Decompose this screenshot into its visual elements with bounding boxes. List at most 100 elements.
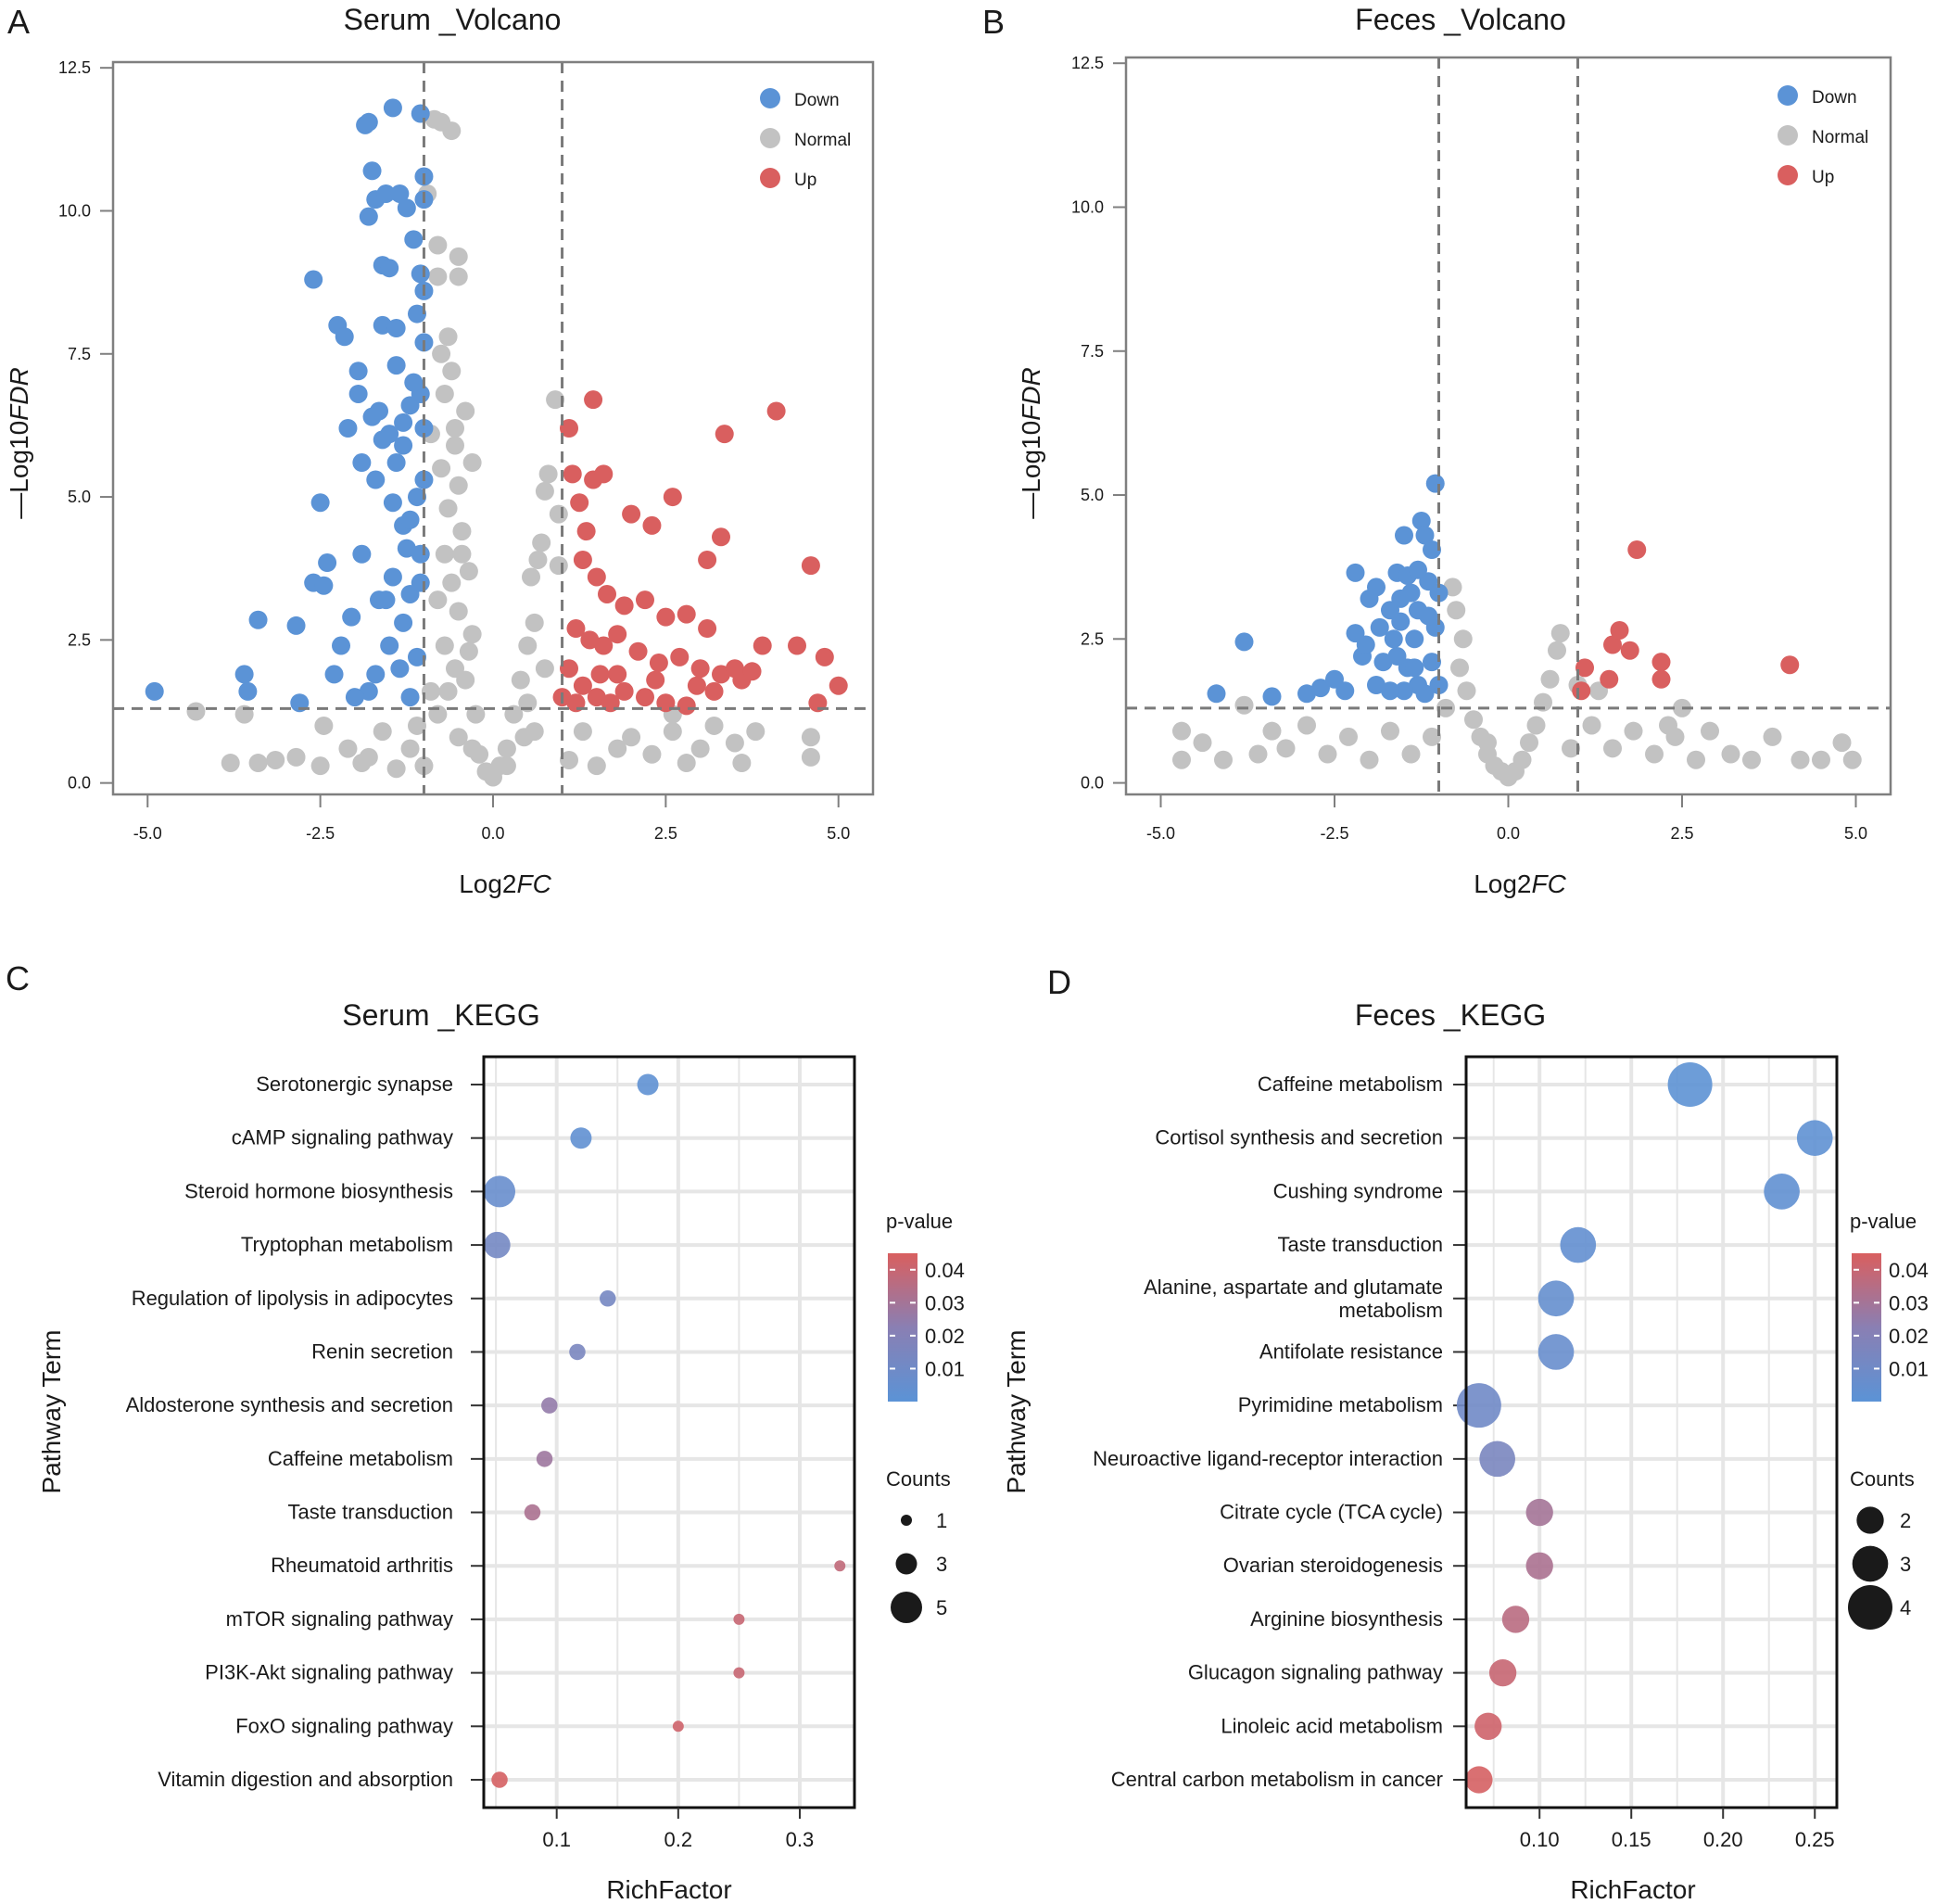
kegg-serum-frame — [482, 1055, 856, 1809]
volcano-serum-point-normal — [462, 625, 482, 644]
kegg-serum-counts-legend-marker — [895, 1553, 917, 1575]
volcano-serum-point-normal — [535, 481, 554, 501]
volcano-serum-point-up — [690, 659, 710, 679]
volcano-serum-point-down — [386, 318, 406, 337]
volcano-serum-point-normal — [732, 754, 752, 773]
volcano-serum-ytick-label: 0.0 — [68, 774, 91, 793]
volcano-serum-point-up — [815, 647, 834, 666]
kegg-feces-pathway-label: Glucagon signaling pathway — [1188, 1661, 1443, 1684]
volcano-serum-point-normal — [449, 602, 468, 621]
volcano-serum-point-down — [411, 104, 430, 123]
kegg-feces-pathway-label-line: Alanine, aspartate and glutamate — [1144, 1276, 1443, 1299]
volcano-serum-point-up — [670, 647, 690, 666]
volcano-serum-point-down — [411, 573, 430, 592]
volcano-serum-point-down — [390, 184, 410, 203]
volcano-serum-point-normal — [497, 739, 516, 758]
volcano-serum-point-normal — [456, 670, 475, 690]
volcano-serum-point-normal — [449, 267, 468, 286]
volcano-serum-point-normal — [432, 459, 451, 478]
volcano-feces-point-up — [1610, 620, 1629, 640]
volcano-serum-point-normal — [449, 247, 468, 266]
volcano-feces-point-up — [1575, 658, 1594, 678]
volcano-serum-point-normal — [573, 722, 592, 742]
volcano-serum-point-up — [628, 641, 648, 661]
kegg-feces-pathway-label: Taste transduction — [1277, 1233, 1443, 1256]
volcano-serum-point-normal — [408, 716, 426, 735]
volcano-feces-point-up — [1572, 681, 1591, 701]
kegg-feces-pathway-label: Arginine biosynthesis — [1250, 1607, 1443, 1631]
kegg-serum-xtick-label: 0.2 — [664, 1828, 693, 1851]
volcano-serum-point-down — [394, 436, 413, 455]
kegg-feces-bubble — [1537, 1334, 1575, 1370]
volcano-serum-point-normal — [511, 670, 530, 690]
volcano-serum-point-normal — [522, 567, 540, 587]
kegg-serum-counts-legend-title: Counts — [886, 1467, 951, 1491]
kegg-serum-counts-legend-marker — [891, 1592, 922, 1623]
volcano-feces-point-down — [1405, 629, 1424, 649]
volcano-serum-point-down — [304, 270, 323, 289]
kegg-feces-pathway-label-line: Neuroactive ligand-receptor interaction — [1093, 1447, 1443, 1470]
volcano-feces-point-down — [1395, 681, 1413, 701]
volcano-serum-point-up — [570, 493, 589, 513]
volcano-serum-point-normal — [428, 590, 448, 610]
kegg-serum-panel: Serum _KEGG Serotonergic synapse cAMP sig… — [37, 998, 965, 1904]
volcano-serum-point-normal — [432, 344, 451, 363]
kegg-feces-pvalue-tick-label: 0.03 — [1889, 1291, 1929, 1314]
volcano-serum-point-normal — [528, 550, 548, 569]
volcano-feces-point-down — [1429, 583, 1449, 603]
volcano-feces-point-normal — [1248, 744, 1268, 764]
panel-letter-b: B — [982, 3, 1005, 41]
volcano-feces-point-down — [1415, 684, 1435, 704]
volcano-feces-point-normal — [1453, 629, 1473, 649]
kegg-feces-xtick-label: 0.15 — [1612, 1828, 1651, 1851]
volcano-serum-point-normal — [801, 747, 820, 767]
kegg-serum-pvalue-legend-title: p-value — [886, 1210, 953, 1233]
volcano-serum-point-up — [656, 607, 676, 627]
volcano-serum-point-normal — [677, 754, 696, 773]
volcano-serum-point-normal — [266, 750, 285, 769]
volcano-serum-point-down — [376, 590, 396, 610]
volcano-serum-point-down — [348, 362, 368, 381]
volcano-feces-point-normal — [1540, 669, 1560, 689]
volcano-feces-point-normal — [1520, 733, 1538, 753]
volcano-serum-plot: -5.0 -2.5 0.0 2.5 5.0 0.0 2.5 5.0 7.5 10.0 12.5 Dow… — [58, 58, 875, 843]
volcano-serum-point-down — [400, 510, 420, 529]
volcano-serum-legend-label-down: Down — [794, 91, 840, 110]
volcano-serum-point-up — [608, 625, 627, 644]
volcano-serum-point-normal — [497, 756, 516, 776]
volcano-serum-point-up — [829, 676, 848, 695]
volcano-serum-point-normal — [459, 641, 478, 661]
volcano-serum-point-up — [788, 636, 806, 655]
volcano-serum-point-normal — [525, 613, 544, 632]
kegg-feces-pathway-label: Alanine, aspartate and glutamate metaboli… — [1144, 1276, 1443, 1322]
kegg-feces-bubble — [1537, 1280, 1575, 1317]
volcano-serum-point-down — [352, 453, 372, 473]
volcano-feces-point-down — [1423, 540, 1441, 560]
volcano-serum-point-down — [390, 659, 410, 679]
kegg-feces-bubble — [1465, 1766, 1493, 1794]
kegg-feces-pvalue-tick-label: 0.04 — [1889, 1259, 1929, 1282]
volcano-serum-point-down — [414, 419, 434, 438]
volcano-serum-point-down — [324, 665, 344, 684]
kegg-feces-bubble — [1456, 1383, 1501, 1428]
volcano-serum-point-down — [352, 544, 372, 564]
volcano-serum-point-up — [587, 567, 606, 587]
kegg-feces-pathway-label-line: Cushing syndrome — [1273, 1179, 1443, 1202]
volcano-serum-point-normal — [704, 716, 724, 735]
volcano-serum-point-normal — [435, 636, 454, 655]
kegg-serum-pathway-label: Rheumatoid arthritis — [271, 1554, 453, 1577]
volcano-feces-point-up — [1651, 653, 1671, 672]
kegg-feces-pathway-label-line: Antifolate resistance — [1259, 1339, 1443, 1363]
volcano-feces-point-down — [1367, 578, 1386, 597]
kegg-feces-pathway-label-line: Cortisol synthesis and secretion — [1155, 1126, 1443, 1149]
volcano-serum-point-down — [411, 264, 430, 284]
kegg-feces-pathway-label: Neuroactive ligand-receptor interaction — [1093, 1447, 1443, 1470]
volcano-serum-point-up — [663, 488, 682, 507]
kegg-feces-pathway-label: Pyrimidine metabolism — [1238, 1393, 1443, 1416]
volcano-feces-point-normal — [1193, 733, 1212, 753]
volcano-feces-point-normal — [1339, 727, 1358, 746]
kegg-feces-bubble — [1796, 1120, 1833, 1157]
volcano-feces-point-down — [1391, 589, 1411, 608]
volcano-serum-point-up — [712, 527, 730, 547]
volcano-serum-point-normal — [456, 401, 475, 421]
